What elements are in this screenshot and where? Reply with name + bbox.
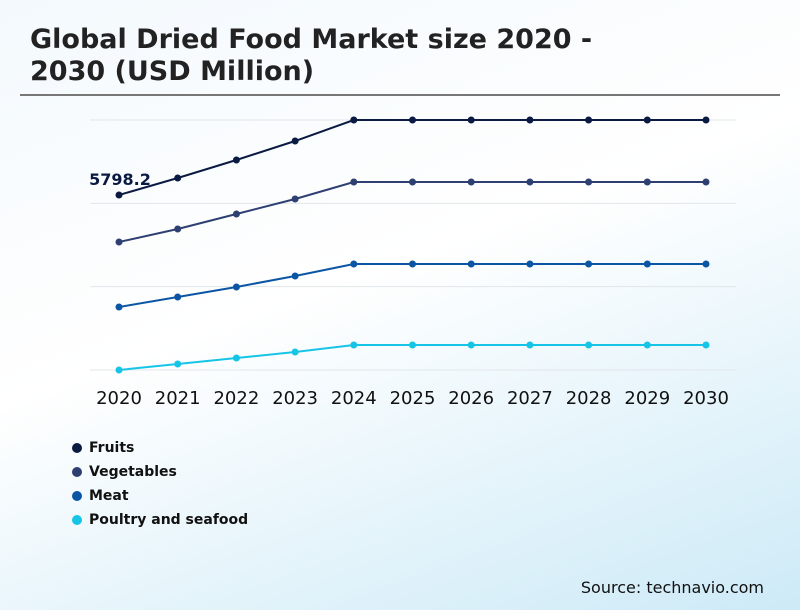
data-point[interactable] bbox=[702, 260, 710, 268]
data-point[interactable] bbox=[467, 260, 475, 268]
data-point[interactable] bbox=[350, 116, 358, 124]
data-point[interactable] bbox=[585, 260, 593, 268]
x-tick-label: 2029 bbox=[624, 388, 670, 409]
x-tick-label: 2024 bbox=[331, 388, 377, 409]
legend-item[interactable]: Poultry and seafood bbox=[72, 508, 248, 532]
data-point[interactable] bbox=[350, 178, 358, 186]
data-point[interactable] bbox=[526, 116, 534, 124]
legend-label: Fruits bbox=[89, 440, 135, 456]
data-point[interactable] bbox=[467, 341, 475, 349]
data-point[interactable] bbox=[643, 260, 651, 268]
data-point[interactable] bbox=[409, 178, 416, 186]
data-point[interactable] bbox=[350, 260, 358, 268]
legend-marker-icon bbox=[72, 443, 82, 453]
data-point[interactable] bbox=[174, 225, 182, 233]
data-point[interactable] bbox=[409, 341, 416, 349]
legend-marker-icon bbox=[72, 515, 82, 525]
x-tick-label: 2020 bbox=[96, 388, 142, 409]
data-point[interactable] bbox=[585, 116, 593, 124]
x-tick-label: 2022 bbox=[213, 388, 259, 409]
series-line-meat bbox=[118, 262, 706, 308]
data-point[interactable] bbox=[467, 116, 475, 124]
data-point[interactable] bbox=[291, 137, 299, 145]
series-line-vegetables bbox=[118, 180, 706, 243]
data-point[interactable] bbox=[585, 341, 593, 349]
x-tick-label: 2027 bbox=[507, 388, 553, 409]
chart-title: Global Dried Food Market size 2020 - 203… bbox=[30, 24, 593, 87]
data-point[interactable] bbox=[526, 260, 534, 268]
data-point[interactable] bbox=[643, 116, 651, 124]
data-point[interactable] bbox=[115, 366, 123, 374]
legend-item[interactable]: Meat bbox=[72, 484, 248, 508]
legend-label: Poultry and seafood bbox=[89, 512, 249, 528]
data-point[interactable] bbox=[232, 283, 240, 291]
data-point[interactable] bbox=[115, 238, 123, 246]
x-tick-label: 2030 bbox=[683, 388, 729, 409]
data-label: 5798.2 bbox=[89, 170, 151, 189]
data-point[interactable] bbox=[291, 272, 299, 280]
data-point[interactable] bbox=[643, 341, 651, 349]
x-tick-label: 2028 bbox=[566, 388, 612, 409]
line-chart: 2020 2021 2022 2023 2024 2025 2026 2027 2028 2029… bbox=[89, 116, 736, 409]
data-point[interactable] bbox=[585, 178, 593, 186]
data-point[interactable] bbox=[526, 341, 534, 349]
x-tick-label: 2025 bbox=[390, 388, 436, 409]
x-tick-label: 2021 bbox=[155, 388, 201, 409]
data-point[interactable] bbox=[291, 195, 299, 203]
data-point[interactable] bbox=[702, 341, 710, 349]
data-point[interactable] bbox=[115, 191, 123, 199]
data-point[interactable] bbox=[526, 178, 534, 186]
legend-marker-icon bbox=[72, 467, 82, 477]
x-tick-label: 2026 bbox=[448, 388, 494, 409]
data-point[interactable] bbox=[115, 303, 123, 311]
legend-item[interactable]: Vegetables bbox=[72, 460, 248, 484]
legend-label: Meat bbox=[89, 488, 129, 504]
data-point[interactable] bbox=[643, 178, 651, 186]
title-divider bbox=[20, 94, 780, 96]
data-point[interactable] bbox=[174, 293, 182, 301]
data-point[interactable] bbox=[174, 360, 182, 368]
data-point[interactable] bbox=[702, 116, 710, 124]
data-point[interactable] bbox=[174, 174, 182, 182]
data-point[interactable] bbox=[232, 210, 240, 218]
data-point[interactable] bbox=[350, 341, 358, 349]
series-line-poultry-and-seafood bbox=[118, 344, 706, 371]
legend-item[interactable]: Fruits bbox=[72, 436, 248, 460]
data-point[interactable] bbox=[291, 348, 299, 356]
data-point[interactable] bbox=[232, 354, 240, 362]
data-point[interactable] bbox=[467, 178, 475, 186]
data-point[interactable] bbox=[409, 260, 416, 268]
source-text: Source: technavio.com bbox=[580, 578, 764, 597]
legend: Fruits Vegetables Meat Poultry and seafood bbox=[72, 436, 248, 532]
legend-marker-icon bbox=[72, 491, 82, 501]
x-tick-label: 2023 bbox=[272, 388, 318, 409]
data-point[interactable] bbox=[409, 116, 416, 124]
data-point[interactable] bbox=[232, 156, 240, 164]
data-point[interactable] bbox=[702, 178, 710, 186]
legend-label: Vegetables bbox=[89, 464, 177, 480]
